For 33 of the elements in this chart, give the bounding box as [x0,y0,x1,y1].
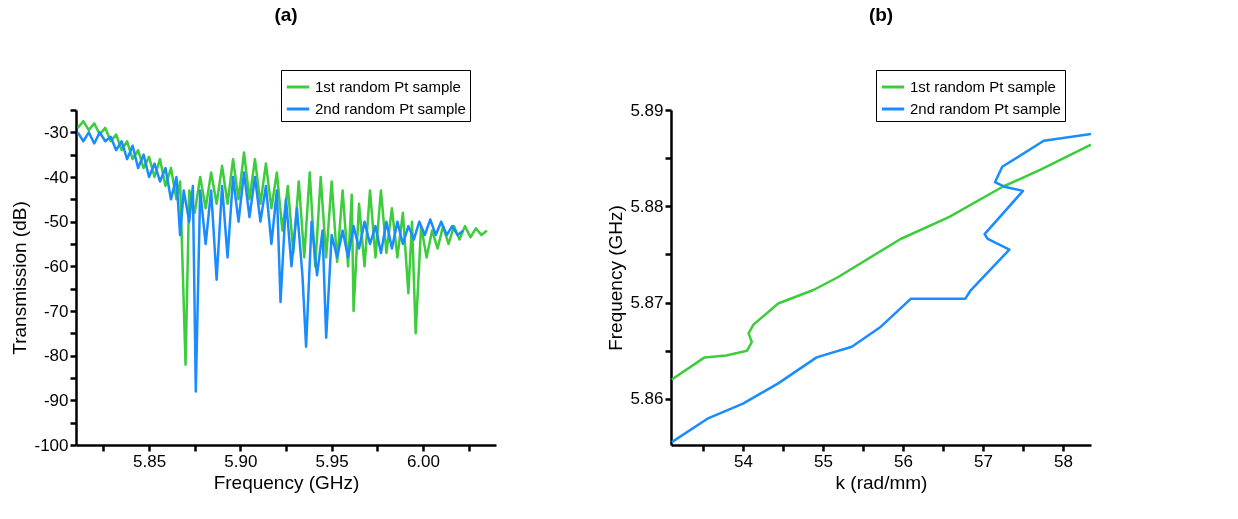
x-tick-label: 57 [974,451,993,471]
x-tick-label: 55 [814,451,833,471]
chart-title: (b) [868,3,894,25]
x-axis-title: Frequency (GHz) [213,471,360,493]
y-tick-label: 5.87 [630,293,664,313]
y-tick-label: 5.89 [630,100,664,120]
x-tick-label: 58 [1054,451,1073,471]
y-tick-label: -80 [43,346,69,366]
line-series [76,131,465,393]
legend-label: 2nd random Pt sample [315,100,466,117]
y-tick-label: 5.86 [630,389,664,409]
x-tick-label: 54 [734,451,753,471]
line-series [670,143,1093,381]
x-tick-label: 5.95 [315,451,349,471]
y-axis-title: Transmission (dB) [9,201,31,355]
y-tick-label: 5.88 [630,196,664,216]
x-tick-label: 5.85 [133,451,167,471]
x-axis-title: k (rad/mm) [835,471,928,493]
x-tick-label: 5.90 [224,451,258,471]
y-tick-label: -60 [43,256,69,276]
y-tick-label: -90 [43,390,69,410]
y-tick-label: -100 [34,435,69,455]
y-tick-label: -70 [43,301,69,321]
x-tick-label: 56 [894,451,913,471]
y-tick-label: -30 [43,122,69,142]
x-tick-label: 6.00 [406,451,440,471]
y-tick-label: -40 [43,167,69,187]
legend-label: 1st random Pt sample [315,78,461,95]
y-axis-title: Frequency (GHz) [605,205,627,351]
legend-label: 2nd random Pt sample [910,100,1061,117]
legend-label: 1st random Pt sample [910,78,1056,95]
y-tick-label: -50 [43,212,69,232]
chart-title: (a) [274,3,298,25]
